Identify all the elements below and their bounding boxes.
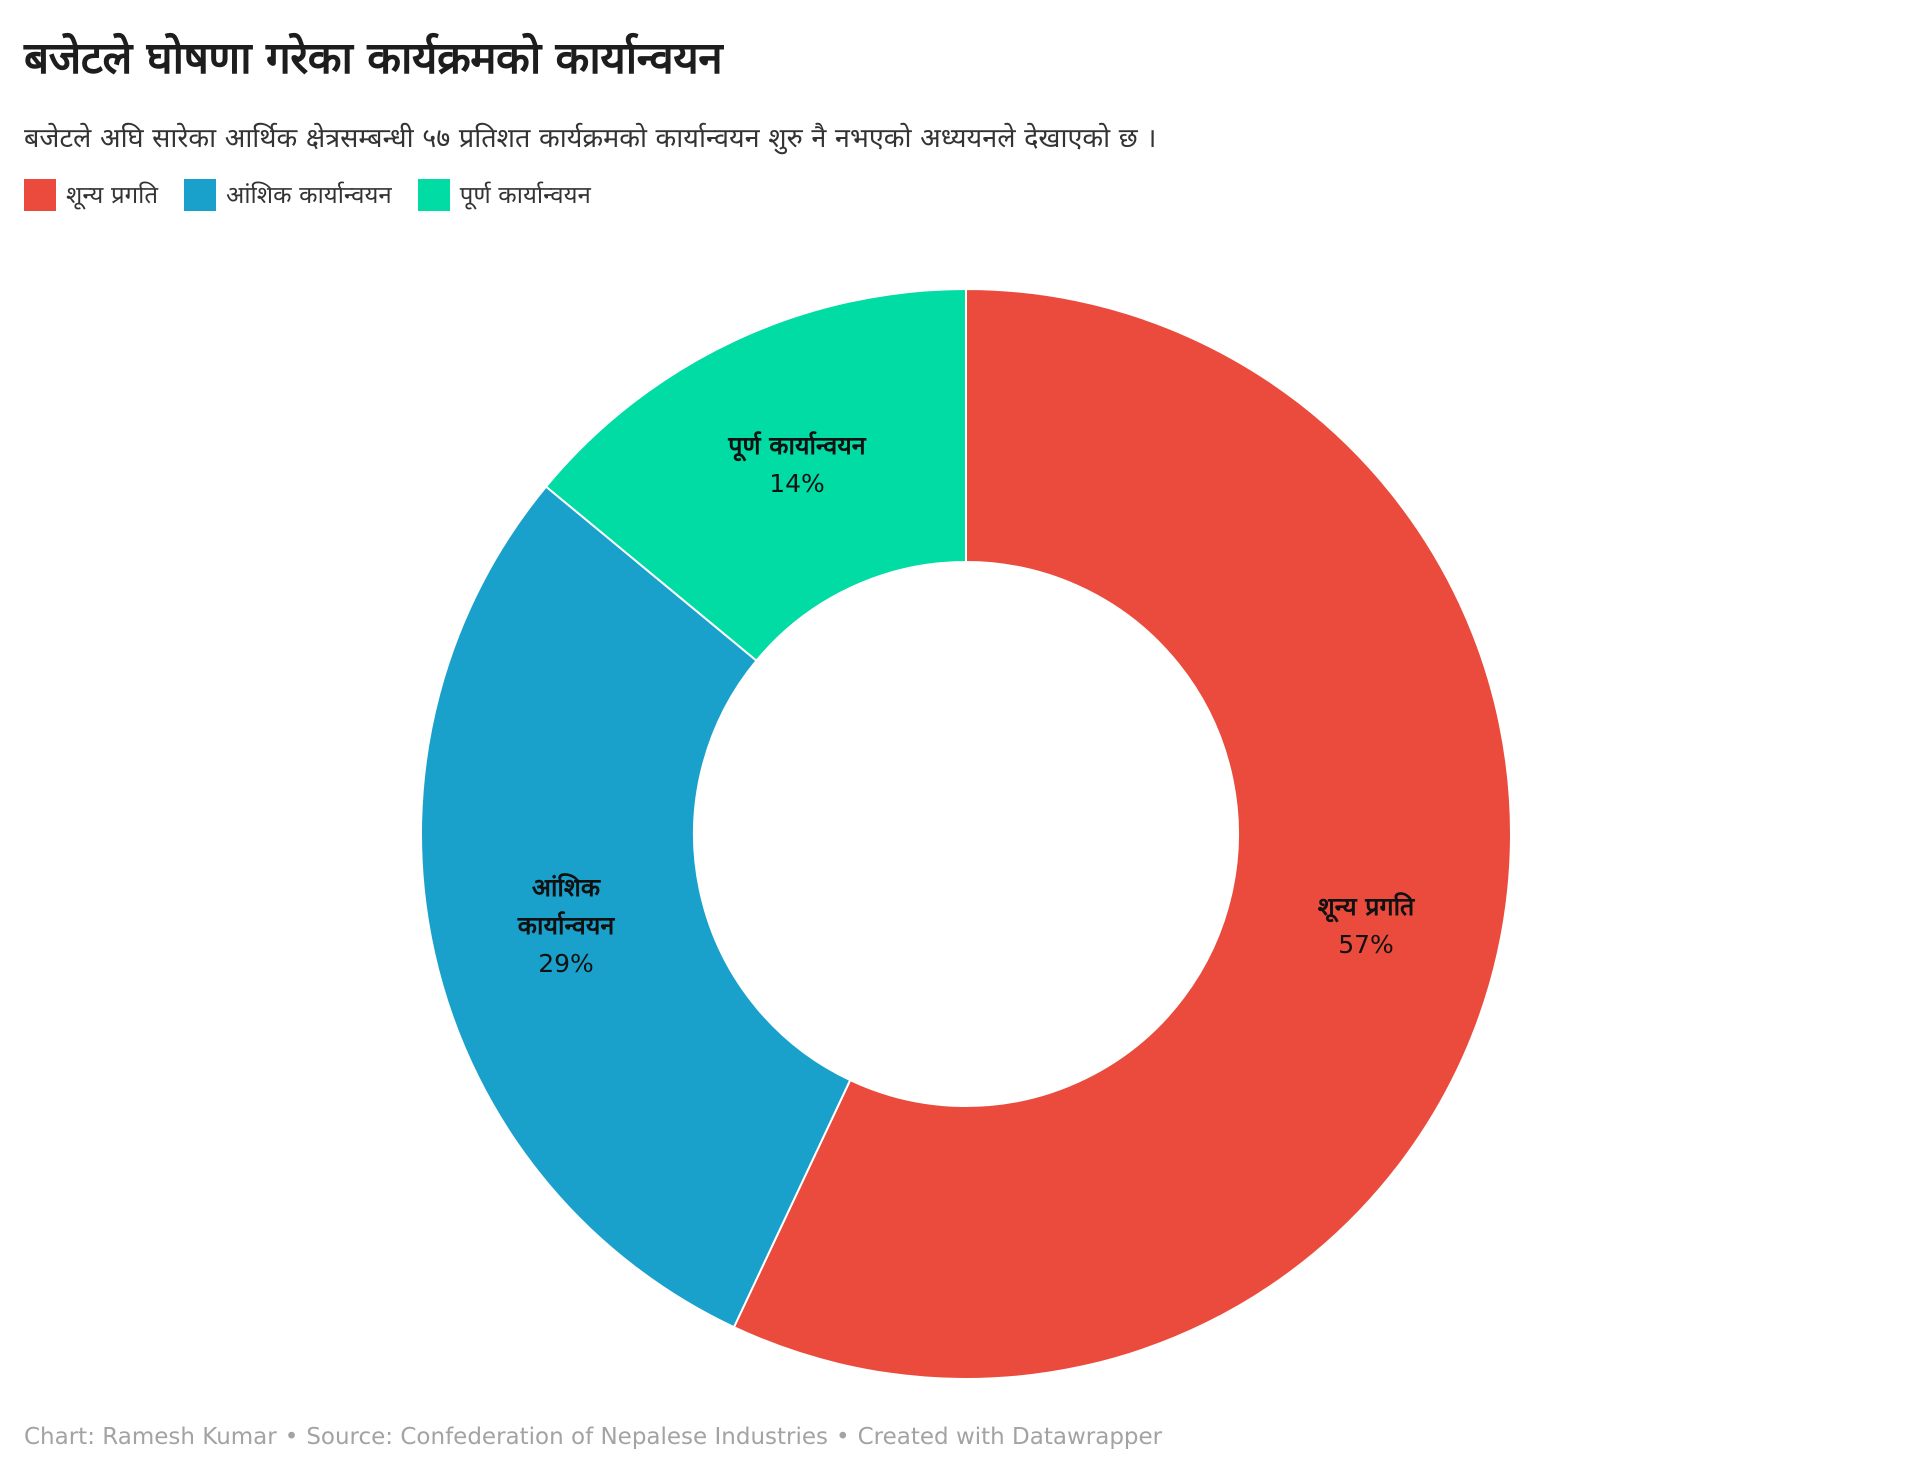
slice-label-zero-progress: शून्य प्रगति 57% [1318, 888, 1415, 964]
legend-item-full: पूर्ण कार्यान्वयन [417, 178, 591, 211]
slice-label-value: 57% [1338, 930, 1394, 959]
legend-label-partial: आंशिक कार्यान्वयन [226, 181, 392, 209]
chart-credit: Chart: Ramesh Kumar [24, 1424, 277, 1450]
slice-label-name: पूर्ण कार्यान्वयन [728, 431, 866, 460]
legend-item-partial: आंशिक कार्यान्वयन [184, 178, 392, 211]
chart-tool: Created with Datawrapper [857, 1424, 1163, 1450]
chart-source: Source: Confederation of Nepalese Indust… [306, 1424, 829, 1450]
legend-swatch-partial [184, 178, 217, 211]
chart-subtitle: बजेटले अघि सारेका आर्थिक क्षेत्रसम्बन्धी… [24, 123, 1157, 154]
slice-partial-implementation [420, 485, 852, 1329]
slice-label-partial: आंशिक कार्यान्वयन 29% [491, 869, 641, 983]
chart-title: बजेटले घोषणा गरेका कार्यक्रमको कार्यान्व… [24, 33, 723, 84]
slice-label-name: शून्य प्रगति [1317, 892, 1415, 921]
slice-label-value: 14% [769, 469, 825, 498]
footer-separator: • [836, 1424, 850, 1450]
slice-full-implementation [544, 287, 967, 663]
legend-swatch-zero-progress [24, 178, 56, 211]
legend-label-zero-progress: शून्य प्रगति [66, 181, 159, 209]
chart-footer: Chart: Ramesh Kumar • Source: Confederatio… [24, 1424, 1162, 1450]
legend-label-full: पूर्ण कार्यान्वयन [459, 181, 591, 209]
footer-separator: • [284, 1424, 299, 1450]
legend-swatch-full [417, 178, 450, 211]
slice-label-name: आंशिक कार्यान्वयन [517, 873, 615, 940]
legend-item-zero-progress: शून्य प्रगति [24, 178, 158, 211]
slice-label-value: 29% [538, 949, 594, 978]
legend: शून्य प्रगति आंशिक कार्यान्वयन पूर्ण कार… [24, 178, 591, 211]
slice-label-full: पूर्ण कार्यान्वयन 14% [728, 427, 865, 503]
slice-zero-progress [732, 287, 1512, 1380]
